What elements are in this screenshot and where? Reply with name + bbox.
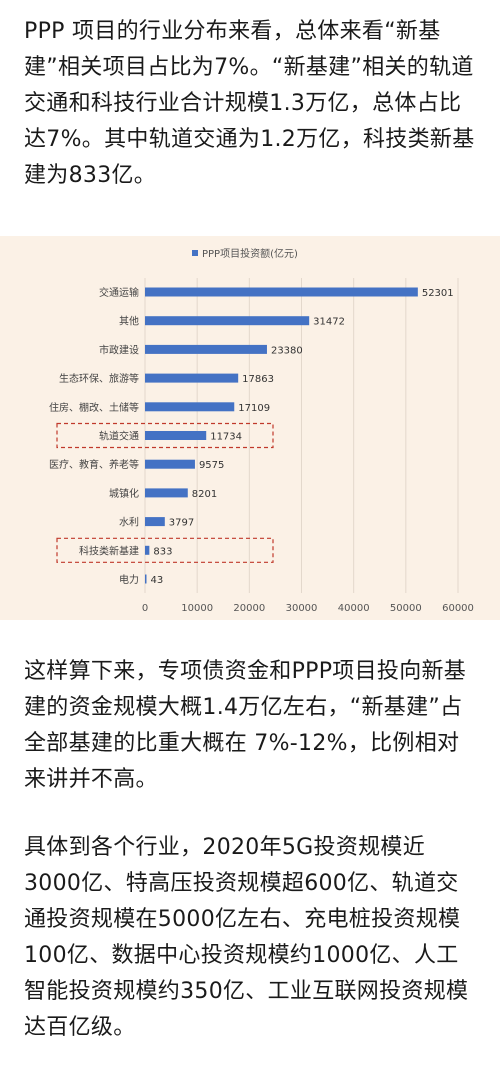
value-label: 8201 [192, 489, 217, 500]
category-label: 城镇化 [109, 487, 139, 500]
highlight-box [56, 537, 274, 563]
category-label: 电力 [119, 573, 139, 586]
chart-x-ticks: 0 10000 20000 30000 40000 50000 60000 [142, 603, 474, 614]
value-label: 11734 [210, 432, 242, 443]
category-label: 水利 [119, 517, 139, 529]
x-tick-label: 30000 [286, 603, 318, 614]
chart-panel: PPP项目投资额(亿元) 交通运输其他市政建设生态环保、旅游等住房、棚改、土储等… [0, 236, 500, 620]
chart-category-labels: 交通运输其他市政建设生态环保、旅游等住房、棚改、土储等轨道交通医疗、教育、养老等… [49, 286, 139, 586]
bar [145, 287, 418, 297]
value-label: 3797 [169, 518, 194, 529]
value-label: 833 [153, 546, 172, 557]
bar [145, 459, 195, 469]
value-label: 43 [151, 575, 164, 586]
category-label: 交通运输 [99, 286, 139, 299]
category-label: 科技类新基建 [79, 544, 139, 557]
category-label: 住房、棚改、土储等 [49, 401, 139, 414]
value-label: 17109 [238, 403, 270, 414]
paragraph-intro: PPP 项目的行业分布来看，总体来看“新基建”相关项目占比为7%。“新基建”相关… [24, 19, 475, 188]
x-tick-label: 10000 [181, 603, 213, 614]
category-label: 市政建设 [99, 343, 139, 356]
x-tick-label: 40000 [338, 603, 370, 614]
bar [145, 545, 150, 555]
bar [145, 402, 235, 412]
x-tick-label: 50000 [390, 603, 422, 614]
legend-label: PPP项目投资额(亿元) [202, 247, 298, 260]
bar-chart: PPP项目投资额(亿元) 交通运输其他市政建设生态环保、旅游等住房、棚改、土储等… [49, 247, 474, 614]
bar [145, 517, 165, 527]
category-label: 医疗、教育、养老等 [49, 458, 139, 471]
value-label: 9575 [199, 460, 224, 471]
category-label: 其他 [119, 315, 139, 328]
category-label: 生态环保、旅游等 [59, 372, 139, 385]
chart-value-labels: 52301 31472 23380 17863 17109 11734 9575 8201 37… [151, 288, 454, 586]
value-label: 23380 [271, 345, 303, 356]
chart-highlights [56, 422, 274, 563]
bar [145, 574, 147, 584]
x-tick-label: 20000 [233, 603, 265, 614]
bar [145, 344, 267, 354]
highlight-box [56, 422, 274, 449]
paragraph-industries: 具体到各个行业，2020年5G投资规模近3000亿、特高压投资规模超600亿、轨… [24, 835, 469, 1040]
chart-grid [144, 278, 459, 593]
bar [145, 316, 310, 326]
bar [145, 488, 188, 498]
bar [145, 373, 239, 383]
x-tick-label: 0 [142, 603, 148, 614]
x-tick-label: 60000 [442, 603, 474, 614]
chart-bars [145, 287, 418, 584]
chart-legend: PPP项目投资额(亿元) [192, 247, 298, 260]
value-label: 31472 [313, 317, 345, 328]
category-label: 轨道交通 [99, 430, 139, 443]
value-label: 52301 [422, 288, 454, 299]
value-label: 17863 [242, 374, 274, 385]
paragraph-summary: 这样算下来，专项债资金和PPP项目投向新基建的资金规模大概1.4万亿左右，“新基… [24, 659, 467, 792]
legend-swatch [192, 250, 198, 256]
bar [145, 431, 207, 440]
